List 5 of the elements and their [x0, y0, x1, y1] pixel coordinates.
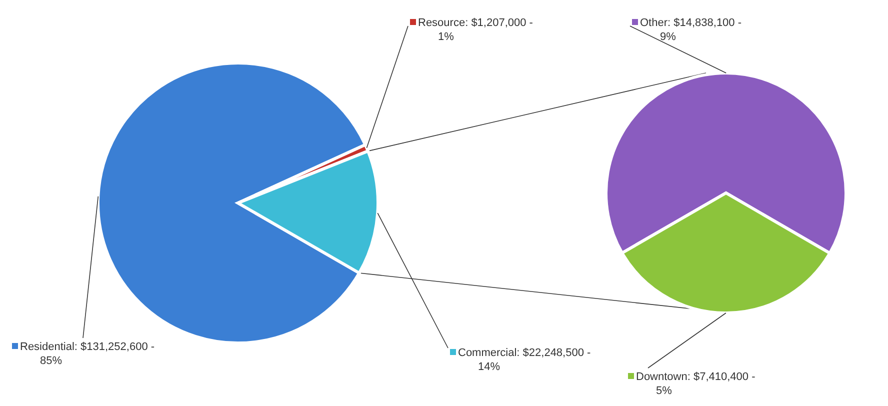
legend-label: Residential: $131,252,600 - 85%: [20, 341, 155, 367]
legend-label: Resource: $1,207,000 - 1%: [418, 17, 534, 43]
legend-label: Commercial: $22,248,500 - 14%: [458, 347, 592, 373]
legend-label: Other: $14,838,100 - 9%: [640, 17, 742, 43]
legend-label: Downtown: $7,410,400 - 5%: [636, 371, 756, 397]
